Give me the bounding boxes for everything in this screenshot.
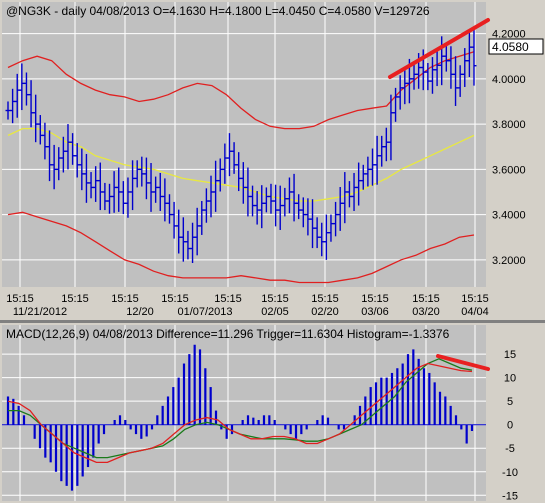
price-y-tick: 3.6000 (492, 164, 526, 176)
x-time-label: 15:15 (311, 293, 339, 305)
bollinger-bands (7, 51, 475, 284)
macd-y-tick: -15 (502, 490, 518, 502)
macd-lines (7, 358, 473, 464)
price-y-tick: 3.8000 (492, 119, 526, 131)
x-date-label: 04/04 (461, 306, 489, 318)
price-y-tick: 3.4000 (492, 210, 526, 222)
x-date-label: 03/20 (412, 306, 440, 318)
panel-divider[interactable] (0, 320, 545, 323)
moving-average-line (7, 127, 475, 202)
last-price-label: 4.0580 (492, 40, 529, 54)
macd-title: MACD(12,26,9) 04/08/2013 Difference=11.2… (6, 327, 450, 341)
x-date-label: 02/20 (311, 306, 339, 318)
macd-y-tick: 10 (504, 373, 516, 385)
trendline-price[interactable] (388, 18, 490, 79)
price-y-tick: 3.2000 (492, 255, 526, 267)
x-date-label: 11/21/2012 (13, 306, 67, 318)
trendline-macd[interactable] (436, 354, 490, 371)
macd-difference-line (7, 362, 473, 464)
price-plot-area[interactable] (2, 2, 486, 287)
macd-y-tick: 0 (507, 420, 513, 432)
price-title: @NG3K - daily 04/08/2013 O=4.1630 H=4.18… (6, 4, 430, 18)
last-price-marker (488, 38, 544, 55)
x-time-label: 15:15 (412, 293, 440, 305)
price-y-tick: 4.2000 (492, 29, 526, 41)
ohlc-bars (5, 27, 477, 264)
x-time-label: 15:15 (461, 293, 489, 305)
macd-y-tick: 15 (504, 349, 516, 361)
price-y-tick: 4.0000 (492, 74, 526, 86)
x-date-label: 02/05 (261, 306, 289, 318)
x-time-label: 15:15 (361, 293, 389, 305)
x-time-label: 15:15 (6, 293, 34, 305)
bollinger-upper-line (7, 51, 475, 130)
price-y-axis: 4.2000 4.0000 3.8000 3.6000 3.4000 3.2000 (492, 29, 526, 267)
price-x-axis: 15:15 15:15 15:15 15:15 15:15 15:15 15:15 15:15… (6, 293, 489, 318)
price-grid (2, 2, 486, 287)
x-date-label: 01/07/2013 (177, 306, 232, 318)
macd-grid (2, 325, 486, 501)
x-time-label: 15:15 (111, 293, 139, 305)
x-time-label: 15:15 (261, 293, 289, 305)
x-date-label: 12/20 (126, 306, 154, 318)
x-time-label: 15:15 (161, 293, 189, 305)
macd-y-tick: -10 (502, 467, 518, 479)
x-time-label: 15:15 (61, 293, 89, 305)
macd-histogram (6, 344, 474, 491)
macd-y-tick: -5 (505, 443, 515, 455)
macd-y-tick: 5 (507, 396, 513, 408)
x-time-label: 15:15 (214, 293, 242, 305)
macd-y-axis: 15 10 5 0 -5 -10 -15 (502, 349, 518, 502)
bollinger-lower-line (7, 211, 475, 284)
x-date-label: 03/06 (361, 306, 389, 318)
